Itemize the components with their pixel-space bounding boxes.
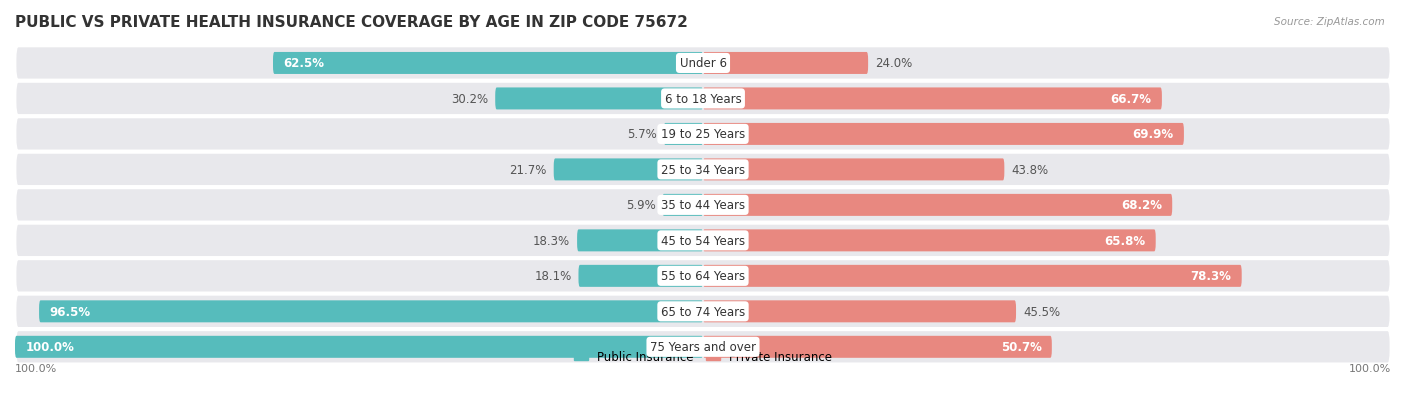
Text: Source: ZipAtlas.com: Source: ZipAtlas.com xyxy=(1274,17,1385,26)
FancyBboxPatch shape xyxy=(703,88,1161,110)
FancyBboxPatch shape xyxy=(15,82,1391,116)
Text: 100.0%: 100.0% xyxy=(15,363,58,373)
FancyBboxPatch shape xyxy=(703,265,1241,287)
FancyBboxPatch shape xyxy=(662,195,703,216)
Text: 68.2%: 68.2% xyxy=(1121,199,1161,212)
Text: 6 to 18 Years: 6 to 18 Years xyxy=(665,93,741,106)
FancyBboxPatch shape xyxy=(703,159,1004,181)
Text: 21.7%: 21.7% xyxy=(509,164,547,176)
Text: PUBLIC VS PRIVATE HEALTH INSURANCE COVERAGE BY AGE IN ZIP CODE 75672: PUBLIC VS PRIVATE HEALTH INSURANCE COVER… xyxy=(15,15,688,30)
Text: 66.7%: 66.7% xyxy=(1111,93,1152,106)
Text: 69.9%: 69.9% xyxy=(1132,128,1174,141)
FancyBboxPatch shape xyxy=(273,53,703,75)
FancyBboxPatch shape xyxy=(554,159,703,181)
FancyBboxPatch shape xyxy=(703,195,1173,216)
Text: 96.5%: 96.5% xyxy=(49,305,90,318)
Text: 65.8%: 65.8% xyxy=(1104,234,1146,247)
Text: 5.7%: 5.7% xyxy=(627,128,657,141)
Text: 5.9%: 5.9% xyxy=(626,199,655,212)
FancyBboxPatch shape xyxy=(15,224,1391,258)
FancyBboxPatch shape xyxy=(703,123,1184,145)
FancyBboxPatch shape xyxy=(703,336,1052,358)
FancyBboxPatch shape xyxy=(15,188,1391,222)
FancyBboxPatch shape xyxy=(15,336,703,358)
Text: 18.1%: 18.1% xyxy=(534,270,572,282)
FancyBboxPatch shape xyxy=(15,47,1391,81)
FancyBboxPatch shape xyxy=(15,259,1391,293)
FancyBboxPatch shape xyxy=(703,53,868,75)
Legend: Public Insurance, Private Insurance: Public Insurance, Private Insurance xyxy=(569,345,837,368)
Text: 55 to 64 Years: 55 to 64 Years xyxy=(661,270,745,282)
Text: 75 Years and over: 75 Years and over xyxy=(650,340,756,354)
Text: 100.0%: 100.0% xyxy=(1348,363,1391,373)
Text: 30.2%: 30.2% xyxy=(451,93,488,106)
FancyBboxPatch shape xyxy=(576,230,703,252)
FancyBboxPatch shape xyxy=(703,301,1017,323)
Text: 35 to 44 Years: 35 to 44 Years xyxy=(661,199,745,212)
Text: 19 to 25 Years: 19 to 25 Years xyxy=(661,128,745,141)
Text: 100.0%: 100.0% xyxy=(25,340,75,354)
Text: 45 to 54 Years: 45 to 54 Years xyxy=(661,234,745,247)
Text: 45.5%: 45.5% xyxy=(1024,305,1060,318)
Text: 43.8%: 43.8% xyxy=(1011,164,1049,176)
Text: Under 6: Under 6 xyxy=(679,57,727,70)
Text: 25 to 34 Years: 25 to 34 Years xyxy=(661,164,745,176)
FancyBboxPatch shape xyxy=(703,230,1156,252)
FancyBboxPatch shape xyxy=(495,88,703,110)
FancyBboxPatch shape xyxy=(39,301,703,323)
Text: 62.5%: 62.5% xyxy=(284,57,325,70)
FancyBboxPatch shape xyxy=(15,153,1391,187)
FancyBboxPatch shape xyxy=(15,294,1391,329)
Text: 18.3%: 18.3% xyxy=(533,234,571,247)
Text: 24.0%: 24.0% xyxy=(875,57,912,70)
FancyBboxPatch shape xyxy=(15,330,1391,364)
Text: 65 to 74 Years: 65 to 74 Years xyxy=(661,305,745,318)
FancyBboxPatch shape xyxy=(578,265,703,287)
Text: 78.3%: 78.3% xyxy=(1191,270,1232,282)
FancyBboxPatch shape xyxy=(15,118,1391,152)
FancyBboxPatch shape xyxy=(664,123,703,145)
Text: 50.7%: 50.7% xyxy=(1001,340,1042,354)
